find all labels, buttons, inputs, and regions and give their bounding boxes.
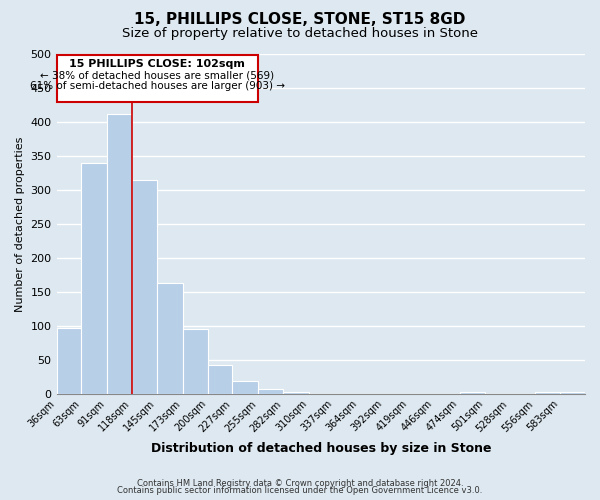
Bar xyxy=(208,366,232,394)
Bar xyxy=(56,56,258,102)
Bar xyxy=(56,328,82,394)
Text: Contains public sector information licensed under the Open Government Licence v3: Contains public sector information licen… xyxy=(118,486,482,495)
X-axis label: Distribution of detached houses by size in Stone: Distribution of detached houses by size … xyxy=(151,442,491,455)
Bar xyxy=(82,162,107,394)
Y-axis label: Number of detached properties: Number of detached properties xyxy=(15,136,25,312)
Bar xyxy=(107,114,132,394)
Bar xyxy=(258,389,283,394)
Text: 61% of semi-detached houses are larger (903) →: 61% of semi-detached houses are larger (… xyxy=(30,81,285,91)
Bar xyxy=(132,180,157,394)
Text: Size of property relative to detached houses in Stone: Size of property relative to detached ho… xyxy=(122,28,478,40)
Bar xyxy=(157,283,182,394)
Bar xyxy=(182,328,208,394)
Bar xyxy=(535,392,560,394)
Bar xyxy=(460,392,485,394)
Text: 15, PHILLIPS CLOSE, STONE, ST15 8GD: 15, PHILLIPS CLOSE, STONE, ST15 8GD xyxy=(134,12,466,28)
Bar xyxy=(283,392,309,394)
Text: 15 PHILLIPS CLOSE: 102sqm: 15 PHILLIPS CLOSE: 102sqm xyxy=(70,60,245,70)
Bar xyxy=(232,381,258,394)
Bar xyxy=(560,392,585,394)
Text: Contains HM Land Registry data © Crown copyright and database right 2024.: Contains HM Land Registry data © Crown c… xyxy=(137,478,463,488)
Text: ← 38% of detached houses are smaller (569): ← 38% of detached houses are smaller (56… xyxy=(40,70,274,81)
